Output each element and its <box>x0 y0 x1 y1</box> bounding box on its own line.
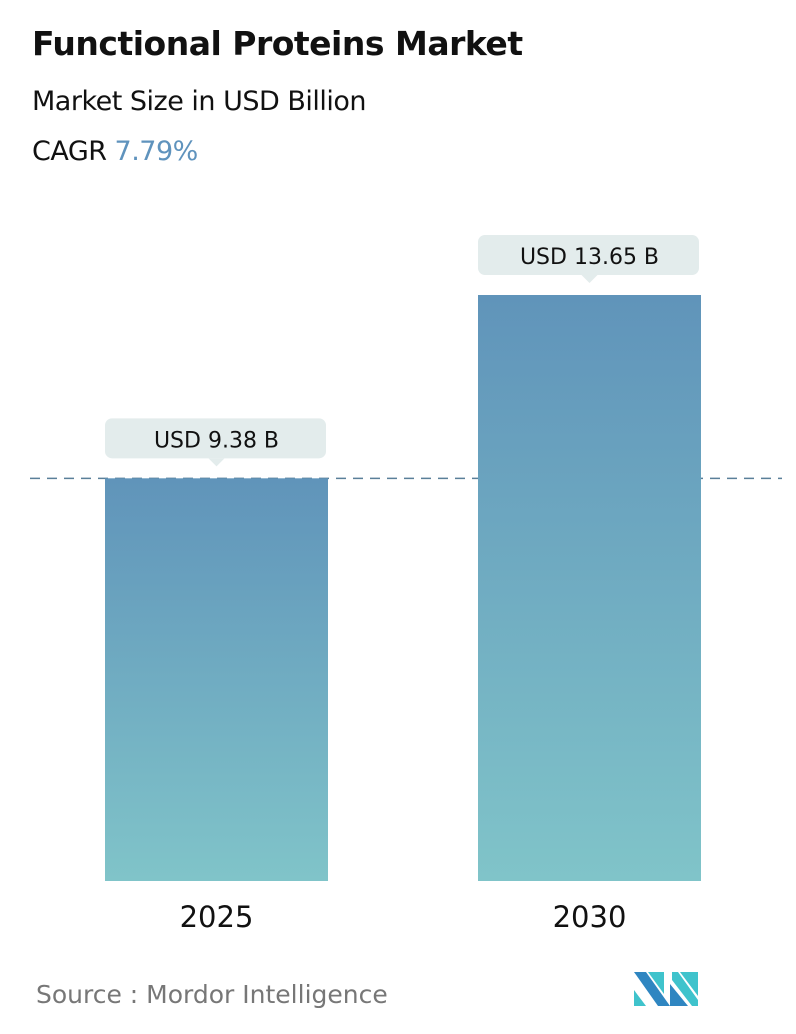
data-label-pointer <box>581 275 598 283</box>
source-text: Source : Mordor Intelligence <box>36 980 388 1009</box>
bar-2025 <box>105 478 328 881</box>
data-label: USD 13.65 B <box>520 245 659 270</box>
cagr-label: CAGR <box>32 136 107 167</box>
x-tick-label: 2025 <box>180 900 254 934</box>
chart-title: Functional Proteins Market <box>32 24 523 63</box>
bar-2030 <box>478 295 701 881</box>
data-label-pointer <box>208 458 225 467</box>
data-label-bubble <box>105 418 326 459</box>
data-label-bubble <box>478 235 699 275</box>
x-tick-label: 2030 <box>553 900 627 934</box>
data-label: USD 9.38 B <box>154 428 279 453</box>
cagr-value: 7.79% <box>114 136 199 167</box>
chart-subtitle: Market Size in USD Billion <box>32 86 367 117</box>
mordor-intelligence-logo-icon <box>634 972 698 1006</box>
cagr: CAGR 7.79% <box>32 136 198 167</box>
